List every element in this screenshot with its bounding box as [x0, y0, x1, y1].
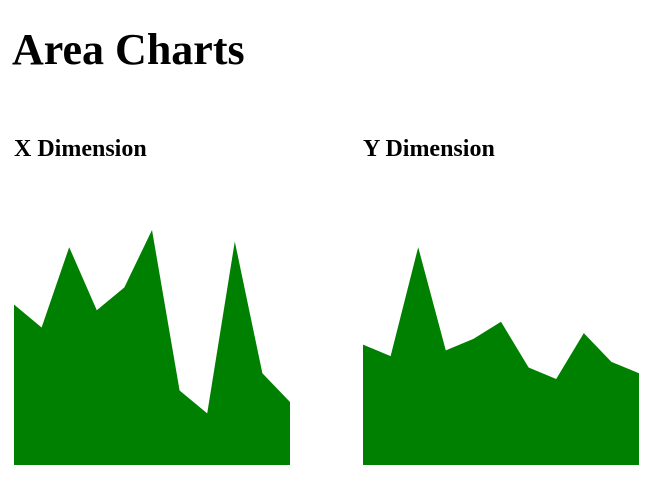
area-series-0 [14, 230, 290, 465]
x-dimension-title: X Dimension [14, 136, 147, 162]
y-dimension-title: Y Dimension [363, 136, 495, 162]
x-dimension-area-svg [14, 230, 290, 465]
page-title: Area Charts [12, 25, 245, 74]
x-dimension-chart: X Dimension [14, 134, 290, 465]
y-dimension-area-svg [363, 247, 639, 465]
area-series-1 [363, 247, 639, 465]
y-dimension-chart: Y Dimension [363, 134, 639, 465]
